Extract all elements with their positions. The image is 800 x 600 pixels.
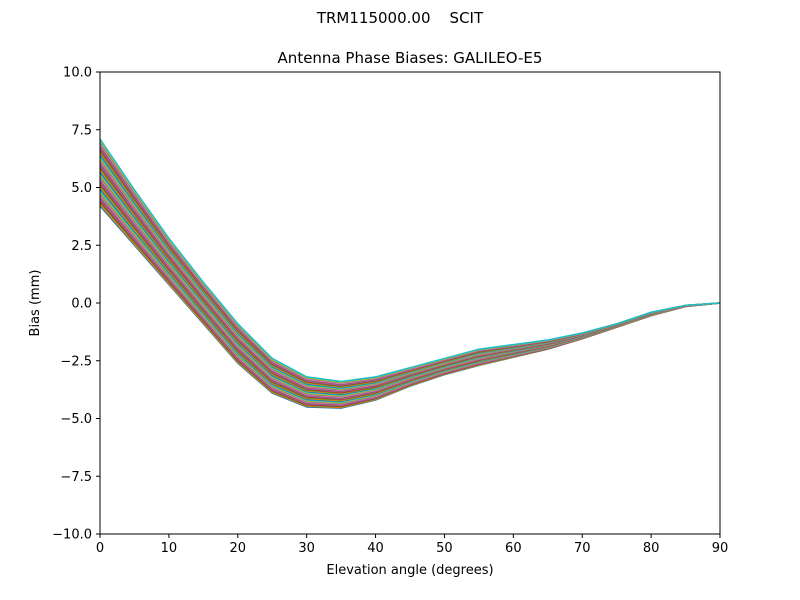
y-tick-label: 10.0 — [63, 66, 92, 81]
y-tick-label: 0.0 — [71, 297, 92, 312]
chart-title: Antenna Phase Biases: GALILEO-E5 — [277, 49, 543, 67]
series-line — [99, 140, 721, 383]
figure-suptitle: TRM115000.00 SCIT — [316, 9, 484, 27]
series-line — [99, 142, 721, 384]
series-line — [99, 143, 721, 385]
series-line — [99, 147, 721, 386]
y-tick-label: 5.0 — [71, 181, 92, 196]
x-tick-label: 0 — [96, 541, 104, 556]
x-tick-label: 60 — [505, 541, 522, 556]
series-line — [99, 138, 721, 383]
y-tick-label: −7.5 — [60, 470, 92, 485]
x-axis-label: Elevation angle (degrees) — [326, 563, 493, 578]
x-tick-label: 10 — [161, 541, 178, 556]
y-axis-label: Bias (mm) — [28, 270, 43, 337]
y-tick-label: 2.5 — [71, 239, 92, 254]
x-tick-label: 80 — [643, 541, 660, 556]
x-tick-label: 70 — [574, 541, 591, 556]
x-tick-label: 90 — [712, 541, 729, 556]
series-line — [99, 148, 721, 387]
x-tick-label: 40 — [367, 541, 384, 556]
x-tick-label: 20 — [230, 541, 247, 556]
y-tick-label: −10.0 — [52, 528, 92, 543]
y-tick-label: −5.0 — [60, 412, 92, 427]
y-tick-label: −2.5 — [60, 354, 92, 369]
x-tick-label: 50 — [436, 541, 453, 556]
y-tick-label: 7.5 — [71, 123, 92, 138]
series-line — [99, 145, 721, 386]
x-tick-label: 30 — [298, 541, 315, 556]
